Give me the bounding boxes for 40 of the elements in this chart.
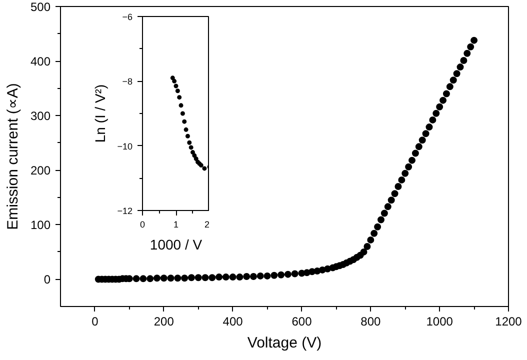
point xyxy=(184,127,188,132)
y-tick-label: 100 xyxy=(30,218,51,232)
y-axis-title: Emission current (∝A) xyxy=(4,83,22,230)
point xyxy=(177,95,182,100)
y-tick-label: −8 xyxy=(122,76,133,87)
x-axis-title: 1000 / V xyxy=(150,236,203,252)
y-tick-label: 400 xyxy=(30,54,51,69)
point xyxy=(202,166,207,171)
x-tick-label: 2 xyxy=(204,220,210,230)
y-tick-label: −10 xyxy=(117,141,133,152)
x-tick-label: 800 xyxy=(360,314,381,328)
y-tick-label: −6 xyxy=(122,12,133,22)
y-tick-label: 300 xyxy=(30,109,51,124)
y-tick-label: −12 xyxy=(117,206,133,216)
x-tick-label: 1 xyxy=(173,220,179,230)
point xyxy=(178,103,184,108)
y-tick-label: 200 xyxy=(30,164,51,178)
x-axis-title: Voltage (V) xyxy=(247,334,322,352)
point xyxy=(170,76,175,80)
point xyxy=(185,134,190,138)
point xyxy=(172,78,177,84)
x-tick-label: 200 xyxy=(154,314,174,328)
point xyxy=(175,88,180,94)
point xyxy=(182,119,187,124)
point xyxy=(174,84,178,88)
point xyxy=(192,153,197,158)
y-tick-label: 500 xyxy=(30,0,51,14)
x-tick-label: 1000 xyxy=(426,314,454,328)
x-tick-label: 400 xyxy=(222,314,244,328)
x-tick-label: 0 xyxy=(92,314,99,328)
point xyxy=(180,111,185,116)
x-tick-label: 600 xyxy=(292,314,312,328)
x-tick-label: 0 xyxy=(140,220,146,230)
point xyxy=(188,145,194,150)
y-axis-title: Ln (I / V²) xyxy=(92,84,108,143)
y-tick-label: 0 xyxy=(44,272,51,287)
point xyxy=(194,156,198,162)
x-tick-label: 1200 xyxy=(495,314,522,328)
point xyxy=(190,150,195,155)
point xyxy=(187,140,192,145)
